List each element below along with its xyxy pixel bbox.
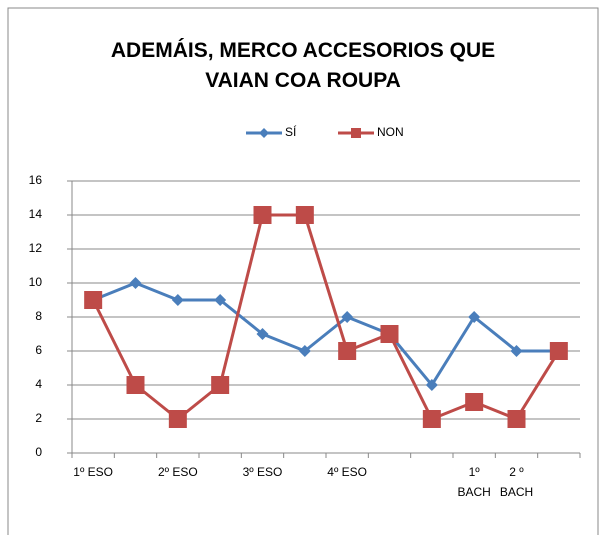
- marker: [129, 277, 142, 289]
- x-tick-label: 2º ESO: [157, 465, 198, 479]
- y-tick-label: 16: [29, 173, 43, 187]
- x-tick-label: 4º ESO: [327, 465, 368, 479]
- marker: [253, 206, 272, 224]
- y-tick-label: 8: [35, 309, 42, 323]
- x-tick-label: 1º BACH: [457, 465, 491, 499]
- legend-label: NON: [377, 125, 404, 139]
- legend-marker: [351, 128, 361, 138]
- y-tick-label: 4: [35, 377, 42, 391]
- marker: [295, 206, 314, 224]
- series-line: [92, 281, 559, 387]
- x-tick-label: 1º ESO: [73, 465, 114, 479]
- x-tick-label: 3º ESO: [242, 465, 283, 479]
- y-tick-label: 12: [29, 241, 43, 255]
- marker: [341, 311, 354, 323]
- y-tick-label: 6: [35, 343, 42, 357]
- marker: [84, 291, 103, 309]
- marker: [425, 379, 438, 391]
- legend-label: SÍ: [285, 124, 297, 139]
- marker: [256, 328, 269, 340]
- marker: [168, 410, 187, 428]
- marker: [211, 376, 230, 394]
- frame: [7, 7, 599, 535]
- x-tick-label: 2 º BACH: [499, 465, 534, 499]
- marker: [338, 342, 357, 360]
- marker: [422, 410, 441, 428]
- legend-marker: [259, 128, 269, 138]
- marker: [510, 345, 523, 357]
- marker: [468, 311, 481, 323]
- marker: [507, 410, 526, 428]
- y-tick-label: 10: [29, 275, 43, 289]
- chart-title: ADEMÁIS, MERCO ACCESORIOS QUE VAIAN COA …: [110, 39, 496, 92]
- y-tick-label: 0: [35, 445, 42, 459]
- marker: [298, 345, 311, 357]
- marker: [380, 325, 399, 343]
- marker: [549, 342, 568, 360]
- y-tick-label: 14: [29, 207, 43, 221]
- marker: [214, 294, 227, 306]
- marker: [465, 393, 484, 411]
- marker: [126, 376, 145, 394]
- marker: [171, 294, 184, 306]
- y-tick-label: 2: [35, 411, 42, 425]
